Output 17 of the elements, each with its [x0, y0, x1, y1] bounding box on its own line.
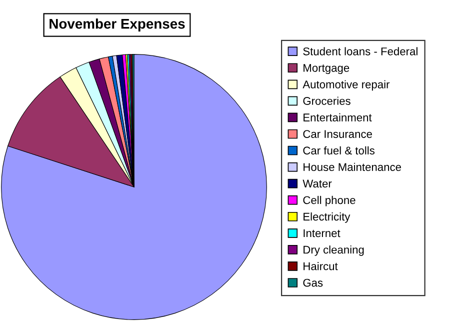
legend-label: Groceries [303, 96, 350, 105]
legend-label: Entertainment [304, 113, 372, 122]
legend-label: Car fuel & tolls [303, 146, 375, 154]
pie-slice [1, 54, 267, 320]
legend-label: Mortgage [304, 64, 350, 74]
legend-label: Car Insurance [303, 130, 372, 138]
legend-label: Dry cleaning [304, 245, 364, 256]
legend-label: Automotive repair [302, 80, 390, 91]
legend-label: Water [302, 180, 332, 188]
legend-label: Student loans - Federal [303, 47, 418, 56]
legend-label: Haircut [304, 262, 338, 270]
legend-label: Gas [303, 278, 323, 287]
legend-label: Electricity [304, 212, 350, 223]
legend-label: Internet [304, 229, 340, 238]
legend-label: Cell phone [303, 196, 356, 206]
chart-title: November Expenses [50, 18, 185, 32]
legend-label: House Maintenance [304, 162, 401, 172]
